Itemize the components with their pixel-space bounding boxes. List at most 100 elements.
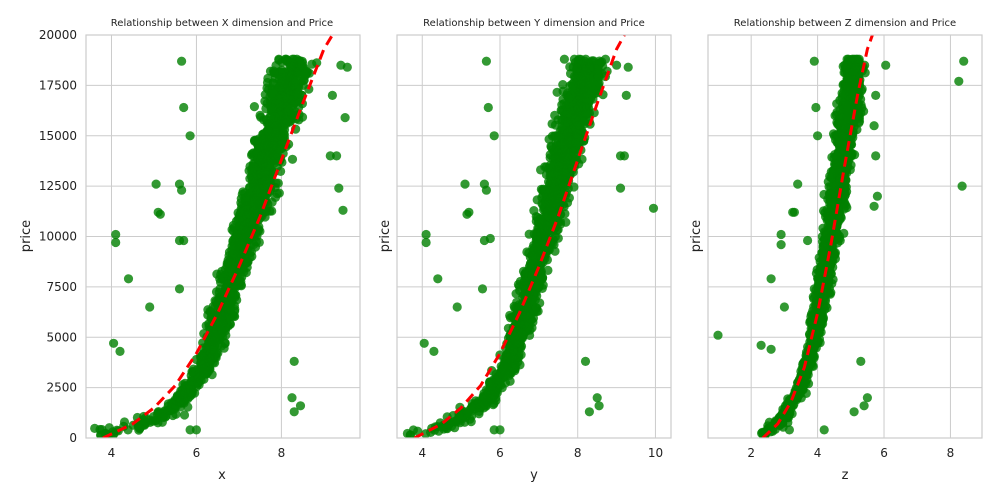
data-point <box>287 154 298 164</box>
data-point <box>286 61 296 71</box>
data-point <box>179 410 190 420</box>
data-point <box>325 151 335 161</box>
data-point <box>203 305 213 315</box>
x-tick-label: 8 <box>574 446 582 460</box>
plot-frame <box>85 34 361 439</box>
data-point <box>200 366 210 376</box>
data-point <box>282 84 292 94</box>
data-point <box>784 425 795 435</box>
data-point <box>871 151 881 161</box>
data-point <box>145 302 155 312</box>
data-point <box>559 54 570 64</box>
y-tick-label: 2500 <box>46 381 77 395</box>
data-point <box>226 264 236 274</box>
data-point <box>594 401 604 411</box>
data-point <box>168 404 178 414</box>
x-tick-label: 4 <box>108 446 116 460</box>
x-tick-label: 8 <box>947 446 955 460</box>
x-axis-label: y <box>530 468 538 483</box>
data-point <box>543 222 554 232</box>
data-point <box>147 416 158 426</box>
data-point <box>517 328 527 338</box>
data-point <box>491 369 501 379</box>
data-point <box>254 237 264 247</box>
data-point <box>483 102 493 113</box>
data-point <box>713 330 723 340</box>
data-point <box>824 189 835 199</box>
data-point <box>756 340 766 350</box>
data-point <box>252 147 262 157</box>
data-point <box>957 181 967 191</box>
data-point <box>474 399 484 409</box>
data-point <box>564 93 574 103</box>
data-point <box>809 284 819 294</box>
data-point <box>841 182 851 192</box>
x-tick-label: 6 <box>496 446 504 460</box>
trend-line <box>102 35 334 438</box>
data-point <box>174 284 185 294</box>
y-tick-label: 12500 <box>39 179 77 193</box>
data-point <box>862 393 873 403</box>
x-tick-label: 10 <box>648 446 663 460</box>
data-point <box>648 203 659 213</box>
data-point <box>854 118 864 128</box>
data-point <box>584 81 594 91</box>
data-point <box>215 274 225 284</box>
data-point <box>312 58 322 68</box>
data-point <box>801 370 811 381</box>
data-point <box>151 179 161 189</box>
data-point <box>842 203 852 213</box>
data-point <box>814 324 825 335</box>
data-point <box>817 248 827 258</box>
data-point <box>265 148 275 158</box>
data-point <box>174 235 185 246</box>
data-point <box>525 325 535 335</box>
data-point <box>421 229 431 240</box>
data-point <box>334 183 344 193</box>
data-point <box>500 378 511 388</box>
data-point <box>177 185 187 195</box>
data-point <box>452 302 462 312</box>
data-point <box>547 189 558 199</box>
data-point <box>881 60 891 70</box>
data-point <box>576 54 586 64</box>
data-point <box>254 199 264 209</box>
data-point <box>869 201 879 211</box>
x-tick-label: 6 <box>880 446 888 460</box>
data-point <box>579 117 589 127</box>
data-point <box>252 185 262 195</box>
data-point <box>535 228 546 238</box>
data-point <box>828 166 838 176</box>
data-point <box>534 279 544 289</box>
data-point <box>244 166 254 176</box>
data-point <box>531 216 541 226</box>
data-point <box>236 240 246 250</box>
x-axis-label: z <box>842 468 849 483</box>
data-point <box>267 197 277 207</box>
trend-line <box>413 35 626 438</box>
data-point <box>788 207 798 217</box>
x-tick-label: 6 <box>193 446 201 460</box>
x-tick-label: 4 <box>814 446 822 460</box>
data-point <box>856 100 866 110</box>
data-point <box>575 79 585 89</box>
data-point <box>560 120 570 130</box>
data-point <box>859 401 869 411</box>
data-point <box>820 294 830 304</box>
data-point <box>293 58 303 69</box>
data-point <box>811 102 821 113</box>
data-point <box>421 237 431 248</box>
data-point <box>776 240 786 250</box>
data-point <box>447 421 457 431</box>
data-point <box>342 62 352 72</box>
data-point <box>547 119 557 129</box>
scatter-points <box>713 54 969 438</box>
data-point <box>572 129 582 139</box>
data-point <box>553 169 563 179</box>
data-point <box>856 356 866 366</box>
data-point <box>217 311 227 321</box>
y-tick-label: 20000 <box>39 28 77 42</box>
data-point <box>551 152 561 163</box>
data-point <box>279 99 289 109</box>
plot-frame <box>707 34 983 439</box>
